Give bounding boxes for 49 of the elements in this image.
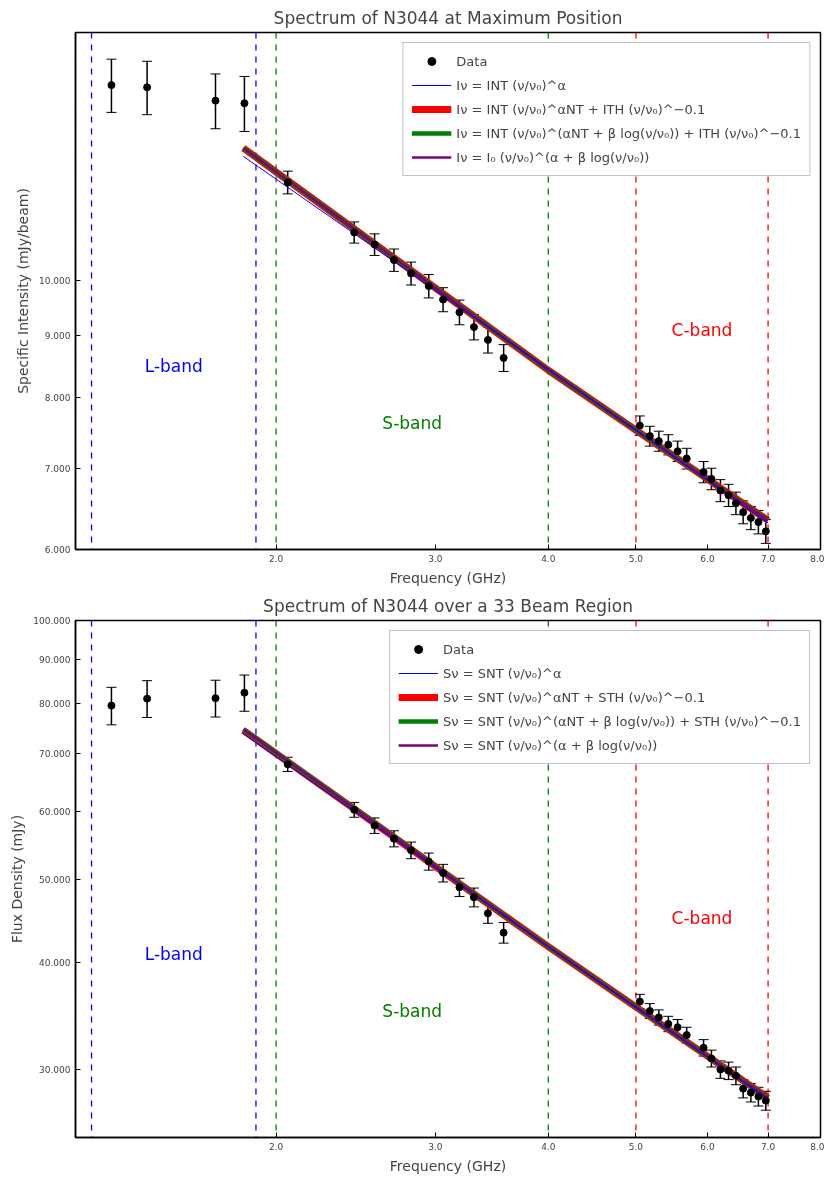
y-axis-title: Flux Density (mJy) (9, 814, 26, 944)
legend-label: Sν = SNT (ν/ν₀)^αNT + STH (ν/ν₀)^−0.1 (443, 689, 706, 705)
legend-label: Iν = INT (ν/ν₀)^(αNT + β log(ν/ν₀)) + ITH (ν/ν₀)^−0.1 (456, 125, 801, 141)
y-tick-label: 10.000 (39, 275, 71, 286)
x-tick-label: 3.0 (428, 1141, 443, 1152)
annotation: L-band (144, 355, 203, 376)
y-tick-label: 30.000 (39, 1065, 71, 1076)
x-tick-label: 6.0 (700, 1141, 715, 1152)
x-tick-label: 8.0 (810, 1141, 824, 1152)
y-tick-label: 70.000 (39, 749, 71, 760)
annotation: S-band (382, 1000, 443, 1021)
y-tick-label: 60.000 (39, 806, 71, 817)
x-tick-label: 4.0 (541, 553, 556, 564)
y-tick-label: 80.000 (39, 699, 71, 710)
legend-label: Sν = SNT (ν/ν₀)^α (443, 665, 562, 681)
annotation: C-band (671, 319, 733, 340)
x-tick-label: 2.0 (268, 553, 284, 564)
annotation: C-band (671, 907, 733, 928)
x-tick-label: 8.0 (810, 553, 824, 564)
y-tick-label: 9.000 (44, 331, 71, 342)
legend-label: Data (456, 53, 488, 69)
legend-label: Iν = INT (ν/ν₀)^α (456, 77, 566, 93)
x-axis-title: Frequency (GHz) (389, 1157, 507, 1174)
x-tick-label: 4.0 (541, 1141, 556, 1152)
legend-label: Data (443, 641, 475, 657)
annotation: L-band (144, 943, 203, 964)
x-tick-label: 7.0 (760, 1141, 776, 1152)
y-tick-label: 7.000 (44, 463, 71, 474)
chart-title: Spectrum of N3044 at Maximum Position (273, 7, 623, 28)
legend-label: Iν = INT (ν/ν₀)^αNT + ITH (ν/ν₀)^−0.1 (456, 101, 706, 117)
legend-label: Sν = SNT (ν/ν₀)^(αNT + β log(ν/ν₀)) + STH (ν/ν₀)^−0.1 (443, 713, 801, 729)
y-tick-label: 40.000 (39, 957, 71, 968)
y-tick-label: 50.000 (39, 874, 71, 885)
chart-title: Spectrum of N3044 over a 33 Beam Region (263, 595, 633, 616)
x-tick-label: 3.0 (428, 553, 443, 564)
x-tick-label: 5.0 (628, 1141, 644, 1152)
annotation: S-band (382, 412, 443, 433)
x-tick-label: 5.0 (628, 553, 644, 564)
legend-label: Iν = I₀ (ν/ν₀)^(α + β log(ν/ν₀)) (456, 149, 650, 165)
y-tick-label: 90.000 (39, 655, 71, 666)
y-tick-label: 6.000 (44, 545, 71, 555)
y-tick-label: 8.000 (44, 393, 71, 404)
x-tick-label: 6.0 (700, 553, 715, 564)
x-tick-label: 7.0 (760, 553, 776, 564)
y-tick-label: 100.000 (33, 616, 71, 626)
x-axis-title: Frequency (GHz) (389, 569, 507, 586)
y-axis-title: Specific Intensity (mJy/beam) (15, 188, 32, 394)
legend-label: Sν = SNT (ν/ν₀)^(α + β log(ν/ν₀)) (443, 737, 658, 753)
x-tick-label: 2.0 (268, 1141, 284, 1152)
